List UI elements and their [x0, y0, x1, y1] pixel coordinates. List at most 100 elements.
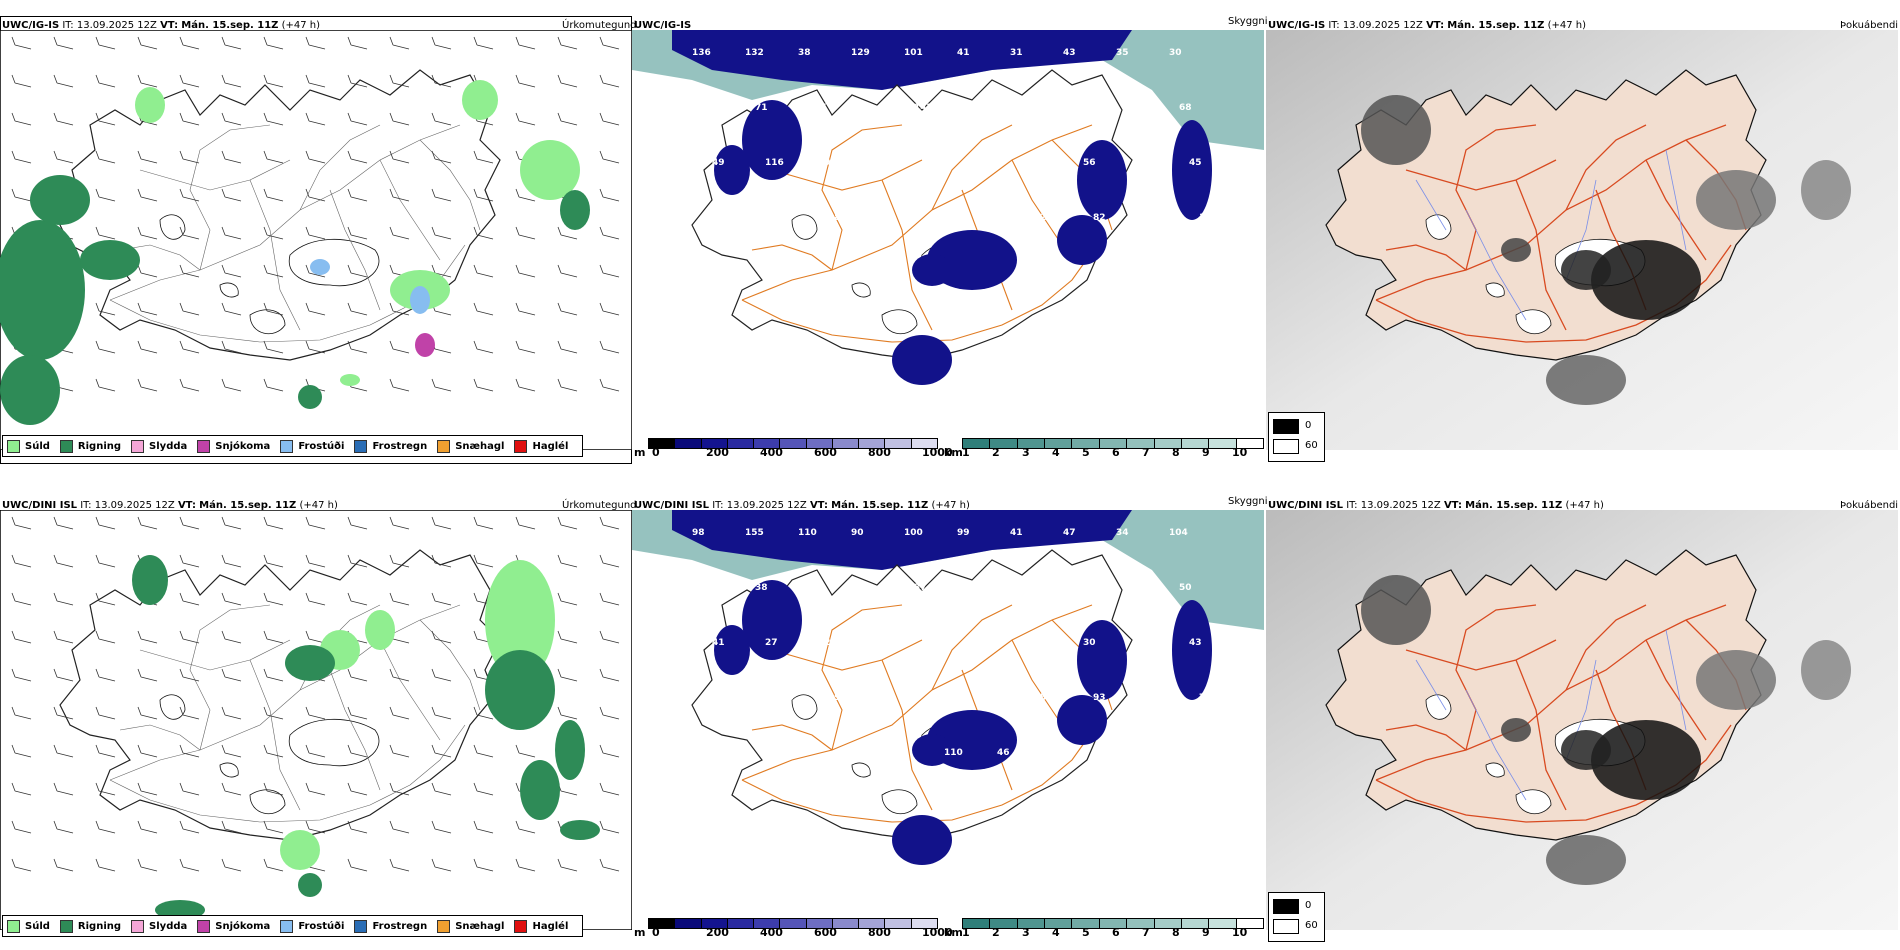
colorbar-tick: 600 — [814, 926, 837, 939]
colorbar-tick: 400 — [760, 446, 783, 459]
precip-area — [560, 190, 590, 230]
fog-area — [1561, 730, 1611, 770]
fog-index-map — [1266, 510, 1898, 930]
colorbar-segment — [780, 919, 807, 928]
ceiling-value: 68 — [1179, 103, 1192, 113]
legend-item: Slydda — [131, 439, 187, 453]
precip-area — [462, 80, 498, 120]
ceiling-value: 101 — [904, 48, 923, 58]
colorbar-tick: 2 — [992, 446, 1000, 459]
fog-legend-swatch — [1273, 919, 1299, 934]
iceland-outline — [59, 69, 501, 361]
ceiling-value: 68 — [1020, 103, 1033, 113]
colorbar-segment — [701, 919, 728, 928]
ceiling-value: 90 — [851, 528, 864, 538]
precip-area — [555, 720, 585, 780]
visibility-map: 98 155 110 90 100 99 41 47 34 104 38 38 50 43 37 46 48 42… — [632, 510, 1264, 920]
ceiling-value: 112 — [785, 748, 804, 758]
fog-legend-low: 0 — [1305, 900, 1312, 911]
ceiling-value: 25 — [1040, 213, 1053, 223]
visibility-map: 136 132 38 129 101 41 31 43 35 30 128 71 115 81 142 121… — [632, 30, 1264, 440]
glacier-outline — [159, 694, 186, 720]
panel-fog-igis: UWC/IG-IS IT: 13.09.2025 12Z VT: Mán. 15… — [1266, 14, 1898, 450]
low-ceiling-area — [742, 580, 802, 660]
panel-header: UWC/DINI ISL IT: 13.09.2025 12Z VT: Mán.… — [1268, 500, 1604, 511]
glacier-outline — [159, 214, 186, 240]
fog-area — [1591, 720, 1701, 800]
colorbar-tick: 10 — [1232, 926, 1248, 939]
panel-title: Þokuábendi — [1840, 500, 1899, 511]
panel-visibility-dini: UWC/DINI ISL IT: 13.09.2025 12Z VT: Mán.… — [632, 494, 1268, 930]
ceiling-value: 100 — [904, 528, 923, 538]
glacier-outline — [791, 214, 818, 240]
precip-area — [0, 355, 60, 425]
precip-area — [30, 175, 90, 225]
ceiling-value: 112 — [838, 748, 857, 758]
colorbar-segment — [885, 439, 912, 448]
glacier-outline — [249, 309, 286, 335]
ceiling-value: 41 — [881, 213, 894, 223]
ceiling-value: 28 — [1103, 748, 1116, 758]
legend-item: Haglél — [514, 919, 568, 933]
precip-area — [485, 650, 555, 730]
glacier-outline — [288, 718, 380, 767]
colorbar-unit: m — [634, 446, 646, 459]
ceiling-value: 40 — [732, 268, 745, 278]
fog-index-map — [1266, 30, 1898, 450]
ceiling-value: 128 — [702, 103, 721, 113]
legend-swatch — [280, 919, 294, 933]
colorbar-tick: 7 — [1142, 926, 1150, 939]
colorbar-tick: 600 — [814, 446, 837, 459]
fog-area — [1361, 575, 1431, 645]
colorbar-tick: 800 — [868, 446, 891, 459]
colorbar-segment — [1127, 919, 1155, 928]
ceiling-value: 69 — [828, 693, 841, 703]
legend-swatch — [7, 919, 20, 933]
ceiling-values: 136 132 38 129 101 41 31 43 35 30 128 71 115 81 142 121… — [692, 48, 1218, 278]
legend-label: Snæhagl — [455, 920, 505, 932]
glacier-outline — [881, 789, 918, 815]
precip-area — [520, 140, 580, 200]
ceiling-value: 49 — [924, 638, 937, 648]
ceiling-value: 43 — [861, 583, 874, 593]
low-ceiling-area — [912, 254, 952, 286]
fog-area — [1696, 170, 1776, 230]
ceiling-value: 31 — [1010, 48, 1023, 58]
legend-label: Frostúði — [298, 920, 345, 932]
fog-legend-swatch — [1273, 419, 1299, 434]
ceiling-value: 116 — [765, 158, 784, 168]
road-network — [109, 604, 481, 823]
ceiling-values: 98 155 110 90 100 99 41 47 34 104 38 38 50 43 37 46 48 42… — [692, 528, 1212, 758]
ceiling-value: 37 — [914, 583, 927, 593]
low-ceiling-area — [1077, 140, 1127, 220]
colorbar-tick: 1000 — [922, 446, 953, 459]
ceiling-value: 57 — [934, 693, 947, 703]
ceiling-value: 30 — [1169, 48, 1182, 58]
ceiling-value: 113 — [1126, 103, 1145, 113]
colorbar-segment — [885, 919, 912, 928]
ceiling-value: 54 — [977, 638, 990, 648]
legend-item: Frostregn — [354, 439, 427, 453]
colorbar-tick: 400 — [760, 926, 783, 939]
colorbar-segment — [1236, 919, 1263, 928]
precip-area — [365, 610, 395, 650]
colorbar-tick: 3 — [1022, 446, 1030, 459]
ceiling-value: 35 — [1116, 48, 1129, 58]
colorbar-segment — [832, 439, 860, 448]
ceiling-value: 46 — [967, 583, 980, 593]
low-ceiling-area — [742, 100, 802, 180]
ceiling-value: 48 — [1020, 583, 1033, 593]
ceiling-value: 41 — [712, 638, 725, 648]
colorbar-tick: 10 — [1232, 446, 1248, 459]
fog-area — [1546, 355, 1626, 405]
ceiling-value: 34 — [1116, 528, 1129, 538]
colorbar-segment — [754, 919, 781, 928]
colorbar-segment — [780, 439, 807, 448]
colorbar-segment — [649, 919, 676, 928]
colorbar-unit: km — [944, 926, 963, 939]
colorbar-tick: 6 — [1112, 446, 1120, 459]
low-ceiling-area — [892, 335, 952, 385]
ceiling-value: 32 — [818, 638, 831, 648]
fog-area — [1501, 718, 1531, 742]
glacier-outline — [1485, 282, 1505, 298]
